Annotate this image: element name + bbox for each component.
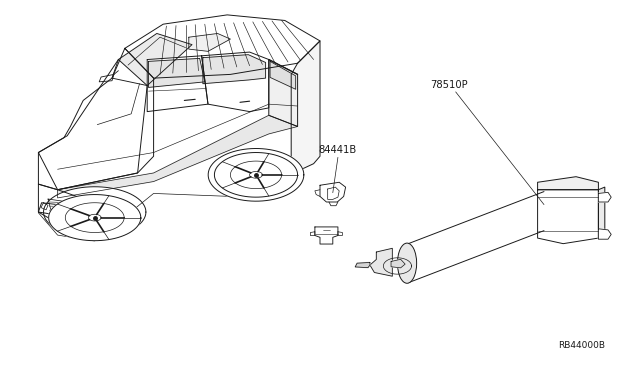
Polygon shape [391,259,405,268]
Polygon shape [338,232,342,235]
Polygon shape [370,248,392,276]
Polygon shape [38,60,147,190]
Polygon shape [538,177,598,190]
Text: 78510P: 78510P [430,80,468,90]
Polygon shape [315,227,338,244]
Polygon shape [38,184,112,227]
Polygon shape [99,74,114,82]
Polygon shape [269,60,298,126]
Polygon shape [203,55,266,84]
Polygon shape [58,115,298,198]
Polygon shape [112,33,192,86]
Polygon shape [270,61,296,89]
Polygon shape [189,33,230,51]
Polygon shape [44,187,146,237]
Polygon shape [408,192,544,283]
Polygon shape [38,203,125,223]
Text: 84441B: 84441B [319,145,357,155]
Polygon shape [291,41,320,171]
Polygon shape [148,58,205,87]
Polygon shape [355,263,370,268]
Polygon shape [214,153,298,197]
Polygon shape [320,182,346,202]
Polygon shape [598,192,611,202]
Polygon shape [310,232,315,235]
Text: RB44000B: RB44000B [558,341,605,350]
Polygon shape [538,190,598,244]
Polygon shape [49,195,141,241]
Polygon shape [208,148,304,201]
Polygon shape [125,15,320,78]
Polygon shape [147,56,208,112]
Polygon shape [202,52,269,112]
Ellipse shape [397,243,417,283]
Polygon shape [598,187,605,238]
Polygon shape [598,229,611,239]
Polygon shape [38,48,154,190]
